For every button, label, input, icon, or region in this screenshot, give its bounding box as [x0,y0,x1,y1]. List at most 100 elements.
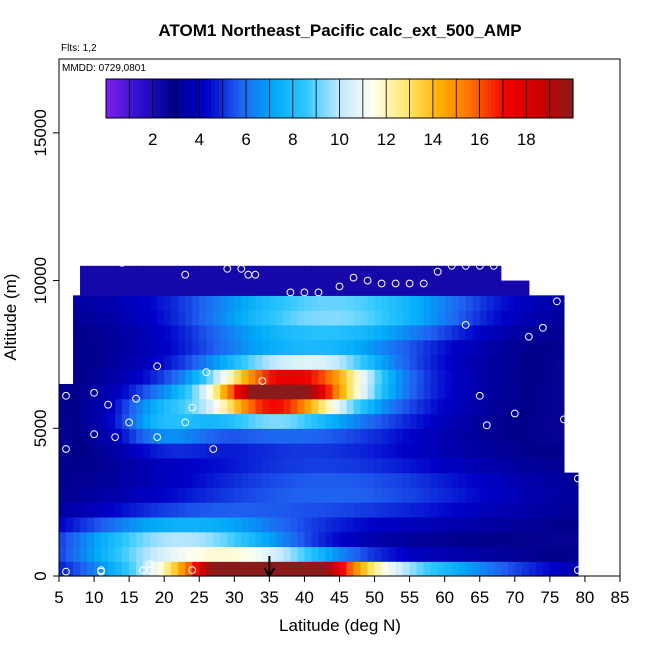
heatmap-cell [444,354,453,370]
heatmap-cell [171,428,179,444]
heatmap-cell [241,413,249,429]
heatmap-cell [339,487,348,503]
data-point [377,279,386,288]
heatmap-cell [199,516,207,533]
colorbar-segment [160,79,165,118]
heatmap-cell [66,531,74,548]
heatmap-cell [381,502,390,518]
heatmap-cell [325,383,334,400]
heatmap-cell [115,324,123,341]
heatmap-cell [311,324,320,341]
colorbar-segment [152,79,158,118]
heatmap-cell [101,502,109,518]
heatmap-cell [395,516,404,533]
heatmap-cell [234,561,242,577]
heatmap-cell [283,369,292,385]
colorbar-segment [312,79,317,118]
heatmap-cell [206,383,214,400]
heatmap-cell [360,383,369,400]
heatmap-cell [283,531,292,548]
heatmap-cell [507,324,516,341]
heatmap-cell [374,487,383,503]
heatmap-cell [129,561,137,577]
heatmap-cell [332,428,341,444]
heatmap-cell [332,472,341,488]
heatmap-cell [367,561,376,577]
heatmap-cell [283,413,292,429]
heatmap-cell [563,487,572,503]
heatmap-cell [94,502,102,518]
data-point [251,270,260,279]
heatmap-cell [556,383,565,400]
heatmap-cell [87,561,95,577]
heatmap-cell [486,369,495,385]
heatmap-cell [164,295,172,311]
heatmap-cell [430,354,439,370]
heatmap-cell [521,339,530,356]
heatmap-cell [157,369,165,385]
heatmap-cell [444,531,453,548]
heatmap-cell [514,428,523,444]
heatmap-cell [290,339,299,356]
y-tick-label: 15000 [31,109,50,156]
heatmap-cell [290,354,299,370]
heatmap-cell [164,561,172,577]
heatmap-cell [234,324,242,341]
heatmap-cell [143,443,151,459]
heatmap-cell [283,265,292,282]
heatmap-cell [241,324,249,341]
heatmap-cell [486,398,495,415]
heatmap-cell [318,280,327,296]
heatmap-cell [178,443,186,459]
colorbar-segment [467,79,473,118]
heatmap-cell [388,531,397,548]
heatmap-cell [129,324,137,341]
heatmap-cell [479,324,488,341]
heatmap-cell [423,443,432,459]
data-point [216,196,225,205]
heatmap-cell [192,369,200,385]
heatmap-cell [248,324,256,341]
heatmap-cell [227,383,235,400]
heatmap-cell [444,295,453,311]
heatmap-cell [115,398,123,415]
heatmap-cell [465,354,474,370]
heatmap-cell [101,561,109,577]
heatmap-cell [514,413,523,429]
heatmap-cell [535,339,544,356]
heatmap-cell [283,561,292,577]
heatmap-cell [290,383,299,400]
heatmap-cell [136,295,144,311]
heatmap-cell [402,502,411,518]
heatmap-cell [206,295,214,311]
colorbar-segment [296,79,302,118]
heatmap-cell [234,487,242,503]
heatmap-cell [122,443,130,459]
heatmap-cell [395,472,404,488]
heatmap-cell [332,324,341,341]
heatmap-cell [353,310,362,326]
heatmap-cell [143,339,151,356]
heatmap-cell [213,546,221,562]
heatmap-cell [178,280,186,296]
heatmap-cell [409,369,418,385]
heatmap-cell [521,354,530,370]
heatmap-cell [136,531,144,548]
heatmap-cell [311,546,320,562]
heatmap-cell [276,383,284,400]
heatmap-cell [388,472,397,488]
heatmap-cell [423,531,432,548]
colorbar-segment [557,79,562,118]
heatmap-cell [269,413,277,429]
heatmap-cell [150,487,158,503]
heatmap-cell [556,516,565,533]
heatmap-cell [563,546,572,562]
heatmap-cell [94,310,102,326]
colorbar-tick-label: 14 [423,130,442,149]
heatmap-cell [80,324,88,341]
colorbar-segment [530,79,535,118]
colorbar-segment [355,79,360,118]
heatmap-cell [318,339,327,356]
heatmap-cell [339,531,348,548]
heatmap-cell [171,369,179,385]
